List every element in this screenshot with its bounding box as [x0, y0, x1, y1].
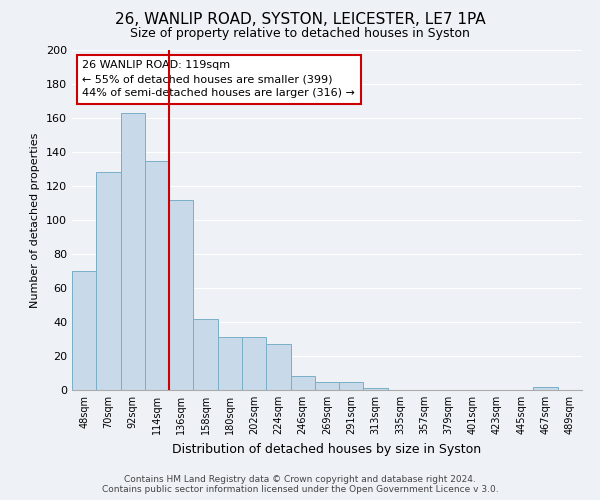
Bar: [242, 338, 266, 390]
Bar: [145, 160, 169, 390]
Text: Contains HM Land Registry data © Crown copyright and database right 2024.
Contai: Contains HM Land Registry data © Crown c…: [101, 474, 499, 494]
X-axis label: Distribution of detached houses by size in Syston: Distribution of detached houses by size …: [172, 442, 482, 456]
Bar: [266, 344, 290, 390]
Bar: [218, 338, 242, 390]
Y-axis label: Number of detached properties: Number of detached properties: [31, 132, 40, 308]
Bar: [315, 382, 339, 390]
Bar: [339, 382, 364, 390]
Bar: [193, 318, 218, 390]
Text: 26 WANLIP ROAD: 119sqm
← 55% of detached houses are smaller (399)
44% of semi-de: 26 WANLIP ROAD: 119sqm ← 55% of detached…: [82, 60, 355, 98]
Bar: [72, 271, 96, 390]
Bar: [364, 388, 388, 390]
Text: Size of property relative to detached houses in Syston: Size of property relative to detached ho…: [130, 28, 470, 40]
Bar: [96, 172, 121, 390]
Bar: [121, 113, 145, 390]
Bar: [290, 376, 315, 390]
Text: 26, WANLIP ROAD, SYSTON, LEICESTER, LE7 1PA: 26, WANLIP ROAD, SYSTON, LEICESTER, LE7 …: [115, 12, 485, 28]
Bar: [169, 200, 193, 390]
Bar: [533, 386, 558, 390]
